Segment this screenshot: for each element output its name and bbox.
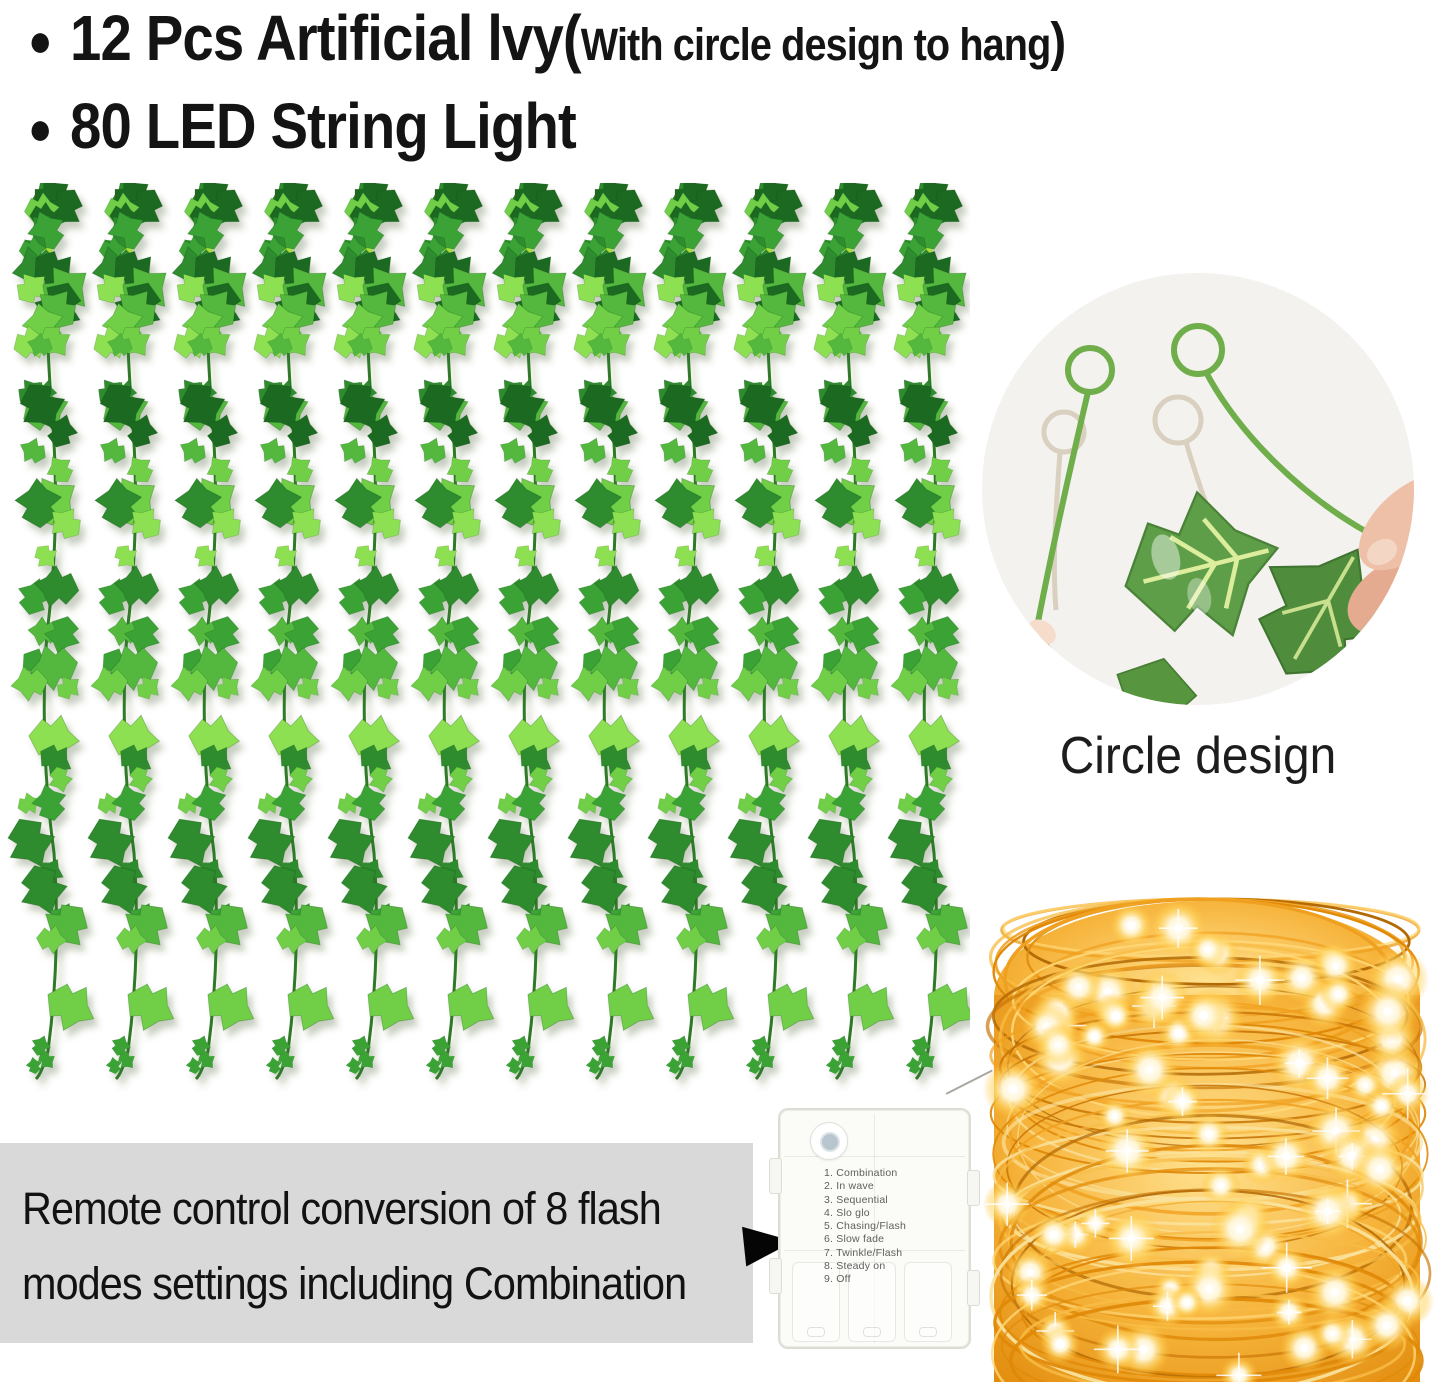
- pack-tab: [967, 1170, 980, 1206]
- header-bullet-2: ● 80 LED String Light: [28, 90, 577, 162]
- ivy-strand: [717, 183, 825, 1079]
- mode-list-item: 7. Twinkle/Flash: [824, 1246, 903, 1259]
- battery-pack-photo: 1. Combination 2. In wave 3. Sequential 4. …: [769, 1108, 980, 1349]
- mode-list-item: 1. Combination: [824, 1167, 898, 1179]
- led-string-light-coil-photo: [982, 897, 1434, 1382]
- ivy-garlands-photo: [0, 183, 970, 1098]
- pack-tab: [967, 1270, 980, 1306]
- info-line-1: Remote control conversion of 8 flash: [22, 1183, 662, 1234]
- battery-slot: [792, 1262, 840, 1342]
- pack-mold-line: [874, 1114, 875, 1343]
- mode-button: [810, 1122, 848, 1160]
- ivy-strand: [877, 183, 970, 1079]
- ivy-leaf: [1092, 657, 1201, 705]
- mode-button-center: [820, 1132, 840, 1152]
- ivy-strand: [317, 183, 425, 1079]
- header-bullet-1-close: ): [1050, 12, 1067, 72]
- pack-tab: [769, 1158, 782, 1194]
- ivy-strand: [0, 183, 105, 1079]
- mode-list-item: 9. Off: [824, 1273, 851, 1286]
- pack-mold-line: [784, 1250, 965, 1251]
- ivy-strand: [397, 183, 505, 1079]
- battery-slot: [848, 1262, 896, 1342]
- ivy-strand: [557, 183, 665, 1079]
- pack-mold-line: [784, 1156, 965, 1157]
- ivy-strand: [237, 183, 345, 1079]
- ivy-strand: [637, 183, 745, 1079]
- mode-list-item: 6. Slow fade: [824, 1233, 885, 1246]
- circle-design-inset-photo: [982, 273, 1414, 705]
- header-bullet-1-sub: With circle design to hang: [580, 19, 1051, 70]
- pack-tab: [769, 1258, 782, 1294]
- ivy-leaf: [1124, 490, 1280, 638]
- header-bullet-2-main: 80 LED String Light: [70, 90, 577, 162]
- bullet-dot-icon: ●: [28, 102, 53, 154]
- ivy-strand: [477, 183, 585, 1079]
- ivy-strand: [77, 183, 185, 1079]
- mode-list-item: 2. In wave: [824, 1180, 874, 1193]
- battery-slot: [904, 1262, 952, 1342]
- header-bullet-1-main: 12 Pcs Artificial lvy(: [70, 2, 582, 74]
- mode-list-item: 3. Sequential: [824, 1193, 888, 1206]
- info-box: Remote control conversion of 8 flash mod…: [0, 1143, 753, 1343]
- mode-list: 1. Combination 2. In wave 3. Sequential 4. …: [824, 1167, 906, 1287]
- mode-list-item: 5. Chasing/Flash: [824, 1220, 906, 1233]
- bullet-dot-icon: ●: [28, 14, 53, 66]
- info-line-2: modes settings including Combination: [22, 1258, 687, 1309]
- ivy-strand: [157, 183, 265, 1079]
- mode-list-item: 8. Steady on: [824, 1260, 886, 1273]
- mode-list-item: 4. Slo glo: [824, 1206, 870, 1219]
- header-bullet-1: ● 12 Pcs Artificial lvy(With circle desig…: [28, 6, 1066, 70]
- ivy-strand: [797, 183, 905, 1079]
- circle-design-caption: Circle design: [1059, 727, 1337, 785]
